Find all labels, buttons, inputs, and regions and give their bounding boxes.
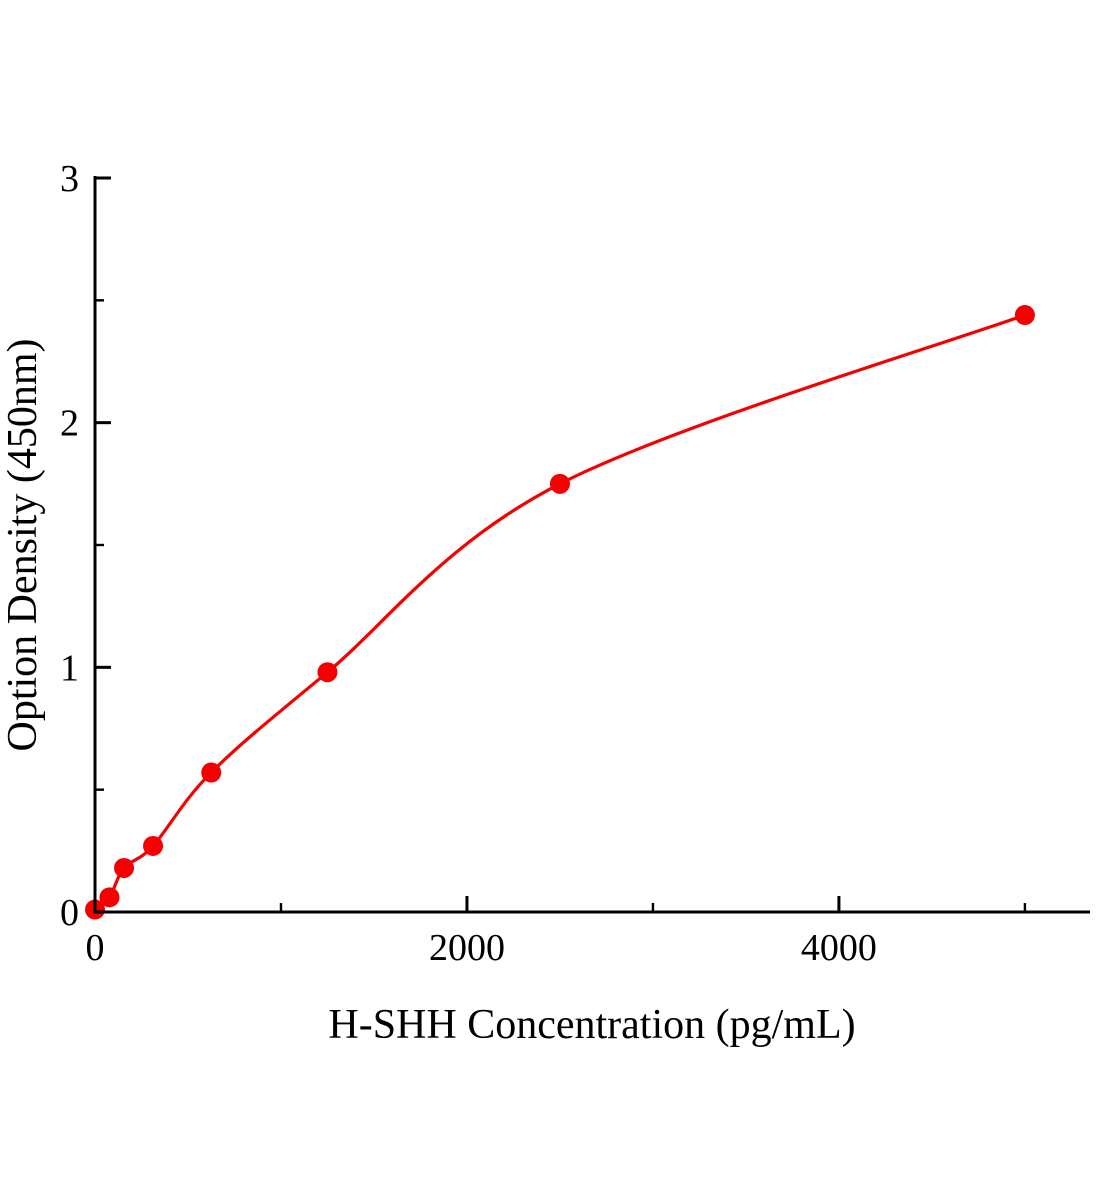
x-tick-label: 4000 [801, 927, 877, 969]
x-axis-tick-labels: 0 2000 4000 [86, 927, 877, 969]
x-tick-label: 0 [86, 927, 105, 969]
data-point-marker [99, 887, 120, 908]
x-axis-ticks [93, 896, 1027, 912]
x-axis-label: H-SHH Concentration (pg/mL) [328, 1002, 855, 1048]
data-point-marker [114, 857, 135, 878]
data-points [85, 305, 1035, 920]
y-tick-label: 3 [60, 158, 79, 200]
y-axis-ticks [95, 176, 111, 914]
data-point-marker [201, 762, 222, 783]
data-point-marker [1014, 305, 1035, 326]
y-tick-label: 2 [60, 403, 79, 445]
y-tick-label: 0 [60, 892, 79, 934]
y-axis-label: Option Density (450nm) [0, 339, 46, 752]
data-point-marker [143, 835, 164, 856]
y-axis-tick-labels: 0 1 2 3 [60, 158, 79, 934]
y-tick-label: 1 [60, 647, 79, 689]
x-tick-label: 2000 [429, 927, 505, 969]
standard-curve-line [93, 313, 1027, 912]
data-point-marker [317, 662, 338, 683]
data-point-marker [549, 473, 570, 494]
